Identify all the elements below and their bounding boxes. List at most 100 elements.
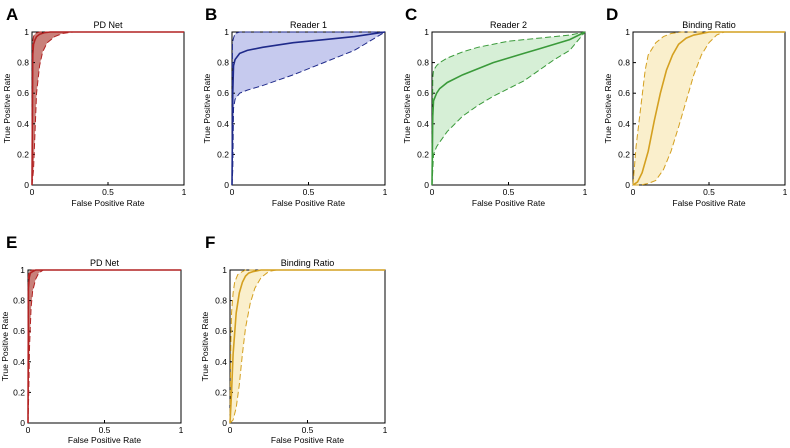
y-tick-label: 0.8 [215, 296, 227, 306]
y-tick-label: 0.4 [217, 119, 229, 129]
roc-mean-curve [31, 31, 184, 186]
panel-letter: E [6, 233, 17, 252]
y-tick-label: 1 [222, 265, 227, 275]
x-tick-label: 0.5 [302, 425, 314, 435]
chart-panel-d: 0 0.5 1 0 0.2 0.4 0.6 0.8 1 Binding Ratio False Po… [603, 5, 788, 208]
y-tick-label: 0.6 [13, 326, 25, 336]
y-axis-label: True Positive Rate [202, 73, 212, 143]
y-axis-label: True Positive Rate [402, 73, 412, 143]
y-tick-label: 0.2 [618, 149, 630, 159]
y-axis-label: True Positive Rate [603, 73, 613, 143]
roc-lower-bound-curve [633, 31, 785, 186]
roc-lower-bound-curve [27, 269, 181, 424]
y-tick-label: 0.8 [17, 58, 29, 68]
roc-mean-curve [27, 269, 181, 424]
y-tick-label: 0.4 [13, 357, 25, 367]
x-tick-label: 0.5 [503, 187, 515, 197]
y-tick-label: 0.8 [417, 58, 429, 68]
x-tick-label: 0.5 [703, 187, 715, 197]
confidence-band [232, 32, 385, 185]
x-tick-label: 0 [26, 425, 31, 435]
y-tick-label: 0.2 [17, 149, 29, 159]
chart-title: Binding Ratio [281, 258, 335, 268]
x-tick-label: 0 [631, 187, 636, 197]
roc-lower-bound-curve [229, 269, 385, 424]
y-tick-label: 0.4 [618, 119, 630, 129]
y-tick-label: 0.8 [618, 58, 630, 68]
y-tick-label: 0.8 [13, 296, 25, 306]
roc-upper-bound-curve [229, 269, 385, 424]
x-tick-label: 1 [383, 187, 388, 197]
roc-lower-bound-curve [431, 31, 586, 186]
y-tick-label: 0 [224, 180, 229, 190]
roc-upper-bound-curve [431, 31, 586, 186]
y-tick-label: 0.8 [217, 58, 229, 68]
x-tick-label: 0 [30, 187, 35, 197]
x-tick-label: 0.5 [303, 187, 315, 197]
x-tick-label: 0 [430, 187, 435, 197]
chart-title: Binding Ratio [682, 20, 736, 30]
chart-title: Reader 2 [490, 20, 527, 30]
chart-panel-c: 0 0.5 1 0 0.2 0.4 0.6 0.8 1 Reader 2 False Positiv… [402, 5, 588, 208]
y-tick-label: 1 [20, 265, 25, 275]
y-tick-label: 0 [20, 418, 25, 428]
y-tick-label: 0.6 [215, 326, 227, 336]
y-tick-label: 0 [625, 180, 630, 190]
x-axis-label: False Positive Rate [272, 198, 345, 208]
chart-title: PD Net [93, 20, 123, 30]
panel-letter: A [6, 5, 18, 24]
roc-upper-bound-curve [31, 31, 184, 186]
x-tick-label: 0.5 [99, 425, 111, 435]
y-tick-label: 0 [24, 180, 29, 190]
y-tick-label: 0.2 [13, 387, 25, 397]
x-axis-label: False Positive Rate [71, 198, 144, 208]
chart-panel-b: 0 0.5 1 0 0.2 0.4 0.6 0.8 1 Reader 1 False Positiv… [202, 5, 388, 208]
y-tick-label: 0.4 [17, 119, 29, 129]
y-tick-label: 1 [424, 27, 429, 37]
y-tick-label: 0.2 [215, 387, 227, 397]
chart-title: PD Net [90, 258, 120, 268]
panel-letter: B [205, 5, 217, 24]
chart-title: Reader 1 [290, 20, 327, 30]
x-axis-label: False Positive Rate [472, 198, 545, 208]
roc-mean-curve [632, 31, 785, 186]
x-tick-label: 1 [383, 425, 388, 435]
roc-upper-bound-curve [27, 269, 181, 424]
x-axis-label: False Positive Rate [672, 198, 745, 208]
roc-upper-bound-curve [632, 31, 785, 186]
y-tick-label: 0.2 [417, 149, 429, 159]
y-axis-label: True Positive Rate [2, 73, 12, 143]
x-tick-label: 0 [230, 187, 235, 197]
y-axis-label: True Positive Rate [200, 311, 210, 381]
y-tick-label: 1 [224, 27, 229, 37]
roc-lower-bound-curve [31, 31, 184, 186]
x-tick-label: 1 [182, 187, 187, 197]
confidence-band [432, 32, 585, 185]
chart-panel-a: 0 0.5 1 0 0.2 0.4 0.6 0.8 1 PD Net False Positive … [2, 5, 187, 208]
y-tick-label: 0 [424, 180, 429, 190]
roc-lower-bound-curve [231, 31, 386, 186]
y-tick-label: 0.4 [215, 357, 227, 367]
chart-panel-f: 0 0.5 1 0 0.2 0.4 0.6 0.8 1 Binding Ratio False Po… [200, 233, 388, 445]
x-tick-label: 0 [228, 425, 233, 435]
y-tick-label: 0.6 [17, 88, 29, 98]
roc-mean-curve [231, 31, 386, 186]
y-tick-label: 1 [625, 27, 630, 37]
y-tick-label: 0.6 [618, 88, 630, 98]
x-tick-label: 1 [783, 187, 788, 197]
panel-letter: F [205, 233, 215, 252]
panel-letter: C [405, 5, 417, 24]
confidence-band [633, 32, 785, 185]
y-axis-label: True Positive Rate [0, 311, 10, 381]
confidence-band [28, 270, 181, 423]
confidence-band [32, 32, 184, 185]
x-tick-label: 1 [583, 187, 588, 197]
x-axis-label: False Positive Rate [271, 435, 344, 445]
confidence-band [230, 270, 385, 423]
roc-mean-curve [229, 269, 385, 424]
panel-letter: D [606, 5, 618, 24]
y-tick-label: 0 [222, 418, 227, 428]
plot-frame [27, 269, 182, 424]
roc-upper-bound-curve [231, 31, 385, 186]
